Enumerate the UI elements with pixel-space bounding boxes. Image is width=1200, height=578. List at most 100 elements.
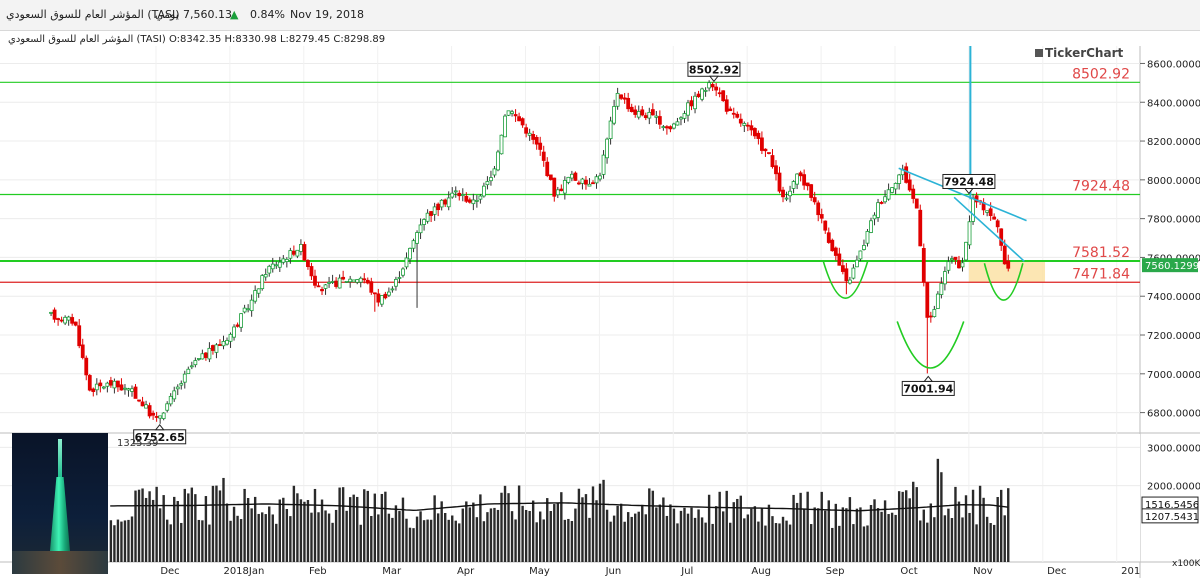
candle-body[interactable]	[513, 114, 518, 117]
candle-body[interactable]	[661, 126, 666, 129]
candle-body[interactable]	[612, 106, 617, 124]
candle-body[interactable]	[946, 261, 951, 271]
candle-body[interactable]	[587, 183, 592, 187]
candle-body[interactable]	[893, 182, 898, 190]
candle-body[interactable]	[450, 192, 455, 198]
candle-body[interactable]	[372, 292, 377, 295]
candle-body[interactable]	[957, 260, 961, 269]
candle-body[interactable]	[816, 202, 821, 216]
candle-body[interactable]	[538, 142, 543, 150]
candle-body[interactable]	[664, 126, 669, 129]
candle-body[interactable]	[774, 165, 778, 175]
candle-body[interactable]	[337, 277, 342, 289]
candle-body[interactable]	[397, 277, 402, 279]
candle-body[interactable]	[471, 199, 476, 205]
candle-body[interactable]	[425, 212, 430, 222]
candle-body[interactable]	[98, 382, 103, 387]
candle-body[interactable]	[348, 278, 353, 283]
candle-body[interactable]	[193, 360, 198, 366]
candle-body[interactable]	[291, 250, 296, 255]
candle-body[interactable]	[837, 253, 842, 266]
candle-body[interactable]	[334, 280, 339, 287]
candle-body[interactable]	[376, 293, 381, 303]
candle-body[interactable]	[819, 214, 824, 219]
candle-body[interactable]	[760, 137, 764, 151]
candle-body[interactable]	[802, 174, 807, 186]
candle-body[interactable]	[161, 412, 166, 419]
price-pane[interactable]	[0, 46, 1140, 432]
candle-body[interactable]	[995, 220, 1000, 228]
candle-body[interactable]	[541, 151, 546, 161]
candle-body[interactable]	[731, 112, 736, 115]
candle-body[interactable]	[840, 265, 845, 272]
candle-body[interactable]	[591, 182, 595, 185]
candle-body[interactable]	[207, 347, 212, 360]
candle-body[interactable]	[524, 127, 529, 134]
candle-body[interactable]	[883, 196, 887, 203]
candle-body[interactable]	[622, 97, 627, 100]
candle-body[interactable]	[781, 189, 785, 198]
candle-body[interactable]	[316, 285, 321, 288]
candle-body[interactable]	[932, 309, 937, 318]
candle-body[interactable]	[812, 197, 817, 203]
candle-body[interactable]	[123, 387, 127, 390]
candle-body[interactable]	[151, 412, 156, 416]
candle-body[interactable]	[422, 219, 426, 225]
candle-body[interactable]	[928, 315, 933, 318]
candle-body[interactable]	[239, 313, 243, 328]
cup-pattern-arc[interactable]	[822, 261, 869, 299]
candle-body[interactable]	[629, 106, 634, 112]
candle-body[interactable]	[323, 284, 328, 289]
candle-body[interactable]	[302, 244, 307, 261]
candle-body[interactable]	[144, 404, 148, 409]
candle-body[interactable]	[953, 256, 958, 260]
candle-body[interactable]	[140, 401, 145, 407]
candle-body[interactable]	[770, 155, 775, 168]
candle-body[interactable]	[809, 184, 814, 198]
candle-body[interactable]	[999, 228, 1004, 246]
candle-body[interactable]	[281, 258, 286, 263]
candle-body[interactable]	[369, 281, 374, 293]
trend-line[interactable]	[898, 167, 1027, 222]
candle-body[interactable]	[826, 232, 831, 243]
candle-body[interactable]	[119, 384, 124, 391]
candle-body[interactable]	[327, 281, 331, 284]
candle-body[interactable]	[172, 390, 177, 400]
candle-body[interactable]	[707, 82, 712, 89]
candle-body[interactable]	[626, 97, 631, 110]
candle-body[interactable]	[728, 108, 733, 112]
candle-body[interactable]	[73, 321, 78, 326]
candle-body[interactable]	[70, 317, 75, 324]
candle-body[interactable]	[408, 247, 412, 260]
candle-body[interactable]	[270, 263, 275, 270]
candle-body[interactable]	[735, 113, 740, 118]
candle-body[interactable]	[943, 271, 947, 285]
candle-body[interactable]	[721, 90, 726, 102]
candle-body[interactable]	[788, 190, 792, 197]
candle-body[interactable]	[534, 136, 539, 145]
candle-body[interactable]	[527, 132, 532, 136]
candle-body[interactable]	[446, 197, 451, 208]
candle-body[interactable]	[299, 244, 303, 252]
candle-body[interactable]	[267, 265, 272, 274]
candle-body[interactable]	[855, 259, 859, 268]
candle-body[interactable]	[133, 386, 138, 399]
candle-body[interactable]	[355, 279, 360, 283]
candle-body[interactable]	[608, 120, 613, 140]
candle-body[interactable]	[344, 281, 349, 283]
candle-body[interactable]	[390, 288, 395, 291]
cup-pattern-arc[interactable]	[896, 321, 965, 369]
candle-body[interactable]	[520, 118, 525, 126]
candle-body[interactable]	[693, 95, 697, 110]
candle-body[interactable]	[288, 250, 293, 259]
candle-body[interactable]	[749, 125, 754, 131]
candle-body[interactable]	[253, 290, 258, 302]
candle-body[interactable]	[432, 206, 437, 215]
candle-body[interactable]	[116, 380, 120, 388]
candle-body[interactable]	[686, 102, 690, 116]
volume-pane[interactable]	[0, 434, 1140, 562]
candle-body[interactable]	[752, 128, 757, 137]
candle-body[interactable]	[66, 316, 71, 321]
candle-body[interactable]	[175, 386, 180, 390]
